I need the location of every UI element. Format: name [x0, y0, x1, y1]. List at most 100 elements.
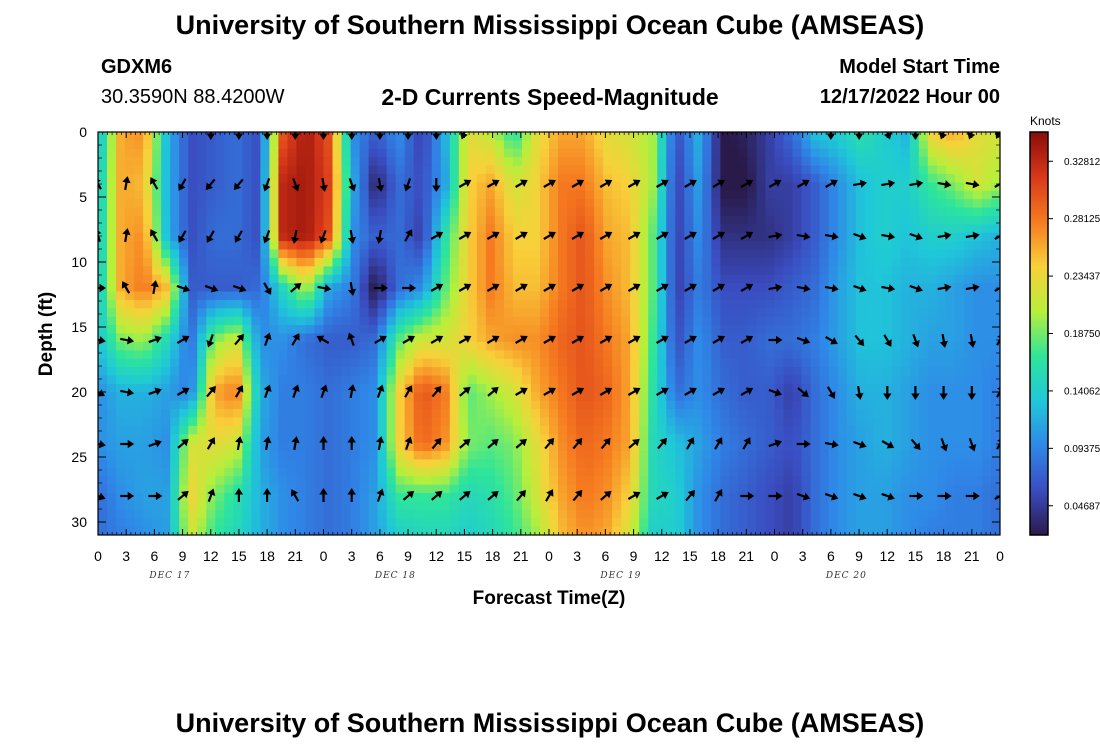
heatmap-cell: [630, 325, 640, 335]
heatmap-cell: [918, 325, 929, 335]
heatmap-cell: [368, 173, 379, 183]
heatmap-cell: [693, 316, 703, 326]
heatmap-cell: [621, 308, 631, 318]
heatmap-cell: [981, 350, 992, 360]
heatmap-cell: [341, 493, 352, 503]
heatmap-cell: [729, 358, 740, 368]
heatmap-cell: [855, 367, 866, 377]
heatmap-cell: [134, 417, 144, 427]
heatmap-cell: [431, 434, 442, 444]
heatmap-cell: [558, 417, 568, 427]
heatmap-cell: [837, 325, 848, 335]
current-arrow: [571, 179, 585, 188]
heatmap-cell: [837, 350, 848, 360]
heatmap-cell: [314, 199, 325, 209]
heatmap-cell: [476, 333, 487, 343]
heatmap-cell: [512, 249, 523, 259]
current-arrow: [796, 232, 811, 241]
heatmap-cell: [819, 350, 830, 360]
heatmap-cell: [756, 451, 767, 461]
heatmap-cell: [621, 526, 631, 535]
heatmap-cell: [864, 375, 875, 385]
heatmap-cell: [305, 157, 316, 167]
heatmap-cell: [855, 383, 866, 393]
heatmap-cell: [161, 325, 171, 335]
heatmap-cell: [900, 241, 911, 251]
heatmap-cell: [251, 182, 261, 192]
heatmap-cell: [332, 266, 343, 276]
heatmap-cell: [359, 325, 370, 335]
heatmap-cell: [549, 476, 559, 486]
heatmap-cell: [467, 165, 478, 175]
heatmap-cell: [891, 325, 902, 335]
heatmap-cell: [639, 341, 649, 351]
heatmap-cell: [395, 325, 406, 335]
heatmap-cell: [233, 249, 243, 259]
heatmap-cell: [693, 224, 703, 234]
heatmap-cell: [972, 467, 983, 477]
heatmap-cell: [467, 518, 478, 528]
heatmap-cell: [476, 190, 487, 200]
heatmap-cell: [512, 140, 523, 150]
heatmap-cell: [747, 476, 758, 486]
heatmap-cell: [738, 173, 749, 183]
heatmap-cell: [170, 266, 180, 276]
heatmap-cell: [305, 358, 316, 368]
heatmap-cell: [404, 375, 415, 385]
current-arrow: [853, 179, 867, 188]
heatmap-cell: [603, 425, 613, 435]
heatmap-cell: [125, 434, 135, 444]
heatmap-cell: [467, 316, 478, 326]
heatmap-cell: [467, 451, 478, 461]
current-arrow: [712, 335, 726, 344]
heatmap-cell: [855, 518, 866, 528]
heatmap-cell: [585, 182, 595, 192]
heatmap-cell: [314, 165, 325, 175]
heatmap-cell: [837, 199, 848, 209]
heatmap-cell: [188, 199, 198, 209]
heatmap-cell: [233, 316, 243, 326]
heatmap-cell: [855, 199, 866, 209]
heatmap-cell: [765, 442, 776, 452]
heatmap-cell: [675, 157, 685, 167]
heatmap-cell: [954, 232, 965, 242]
heatmap-cell: [864, 157, 875, 167]
heatmap-cell: [819, 341, 830, 351]
heatmap-cell: [413, 442, 424, 452]
heatmap-cell: [314, 140, 325, 150]
heatmap-cell: [909, 375, 920, 385]
heatmap-cell: [657, 333, 667, 343]
heatmap-cell: [738, 333, 749, 343]
heatmap-cell: [756, 367, 767, 377]
heatmap-cell: [287, 299, 298, 309]
heatmap-cell: [972, 518, 983, 528]
heatmap-cell: [413, 341, 424, 351]
heatmap-cell: [612, 140, 622, 150]
heatmap-cell: [269, 283, 279, 293]
heatmap-cell: [476, 132, 487, 141]
heatmap-cell: [972, 249, 983, 259]
heatmap-cell: [287, 417, 298, 427]
heatmap-cell: [377, 157, 388, 167]
heatmap-cell: [242, 518, 252, 528]
heatmap-cell: [873, 341, 884, 351]
heatmap-cell: [287, 325, 298, 335]
heatmap-cell: [576, 350, 586, 360]
heatmap-cell: [594, 140, 604, 150]
heatmap-cell: [990, 476, 1000, 486]
heatmap-cell: [711, 283, 721, 293]
heatmap-cell: [783, 190, 794, 200]
heatmap-cell: [981, 140, 992, 150]
heatmap-cell: [215, 358, 225, 368]
heatmap-cell: [945, 333, 956, 343]
heatmap-cell: [729, 367, 740, 377]
heatmap-cell: [386, 476, 397, 486]
heatmap-cell: [828, 358, 839, 368]
heatmap-cell: [107, 484, 117, 494]
heatmap-cell: [963, 274, 974, 284]
heatmap-cell: [143, 249, 153, 259]
heatmap-cell: [215, 325, 225, 335]
heatmap-cell: [882, 316, 893, 326]
heatmap-cell: [350, 215, 361, 225]
heatmap-cell: [125, 375, 135, 385]
